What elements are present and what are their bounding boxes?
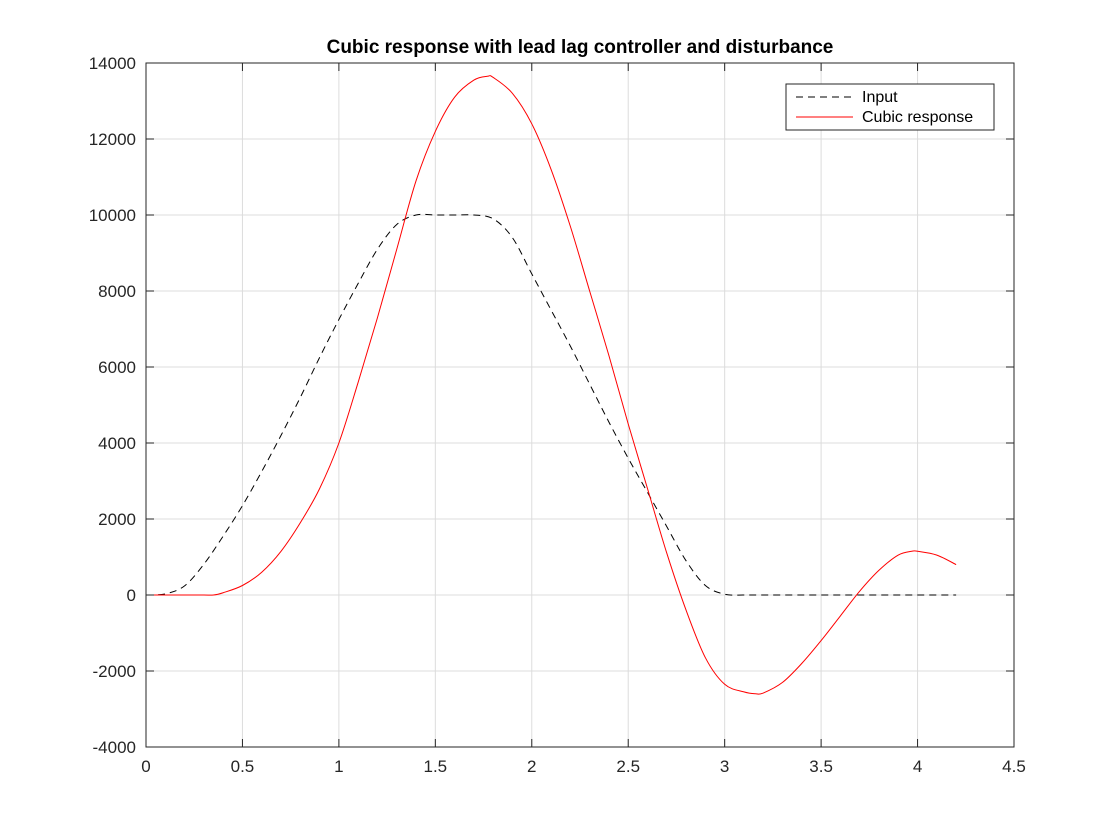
x-tick-label: 4 (913, 757, 922, 776)
plot-background (146, 63, 1014, 747)
y-tick-label: 4000 (98, 434, 136, 453)
chart-title: Cubic response with lead lag controller … (327, 37, 834, 58)
legend-label-cubic-response: Cubic response (862, 109, 973, 126)
x-tick-label: 4.5 (1002, 757, 1026, 776)
x-tick-label: 0 (141, 757, 150, 776)
x-tick-label: 0.5 (231, 757, 255, 776)
y-tick-label: -4000 (93, 738, 136, 757)
y-tick-label: 12000 (89, 130, 136, 149)
y-tick-label: 6000 (98, 358, 136, 377)
y-tick-label: 10000 (89, 206, 136, 225)
series-line-cubic-response (146, 75, 957, 695)
series-line-input (145, 213, 957, 596)
x-tick-label: 1.5 (424, 757, 448, 776)
series-layer (145, 75, 957, 695)
y-tick-label: 8000 (98, 282, 136, 301)
y-tick-label: 0 (127, 586, 136, 605)
legend-label-input: Input (862, 89, 898, 106)
x-tick-label: 1 (334, 757, 343, 776)
plot-frame (145, 62, 1015, 748)
ticks (145, 62, 1015, 748)
tick-labels: 0 0.5 1 1.5 2 2.5 3 3.5 4 4.5 -4000 -2000 0 2000 4000 6… (89, 54, 1026, 776)
x-tick-label: 3 (720, 757, 729, 776)
y-tick-label: 14000 (89, 54, 136, 73)
x-tick-label: 3.5 (809, 757, 833, 776)
x-tick-label: 2.5 (616, 757, 640, 776)
legend: Input Cubic response (785, 83, 995, 131)
x-tick-label: 2 (527, 757, 536, 776)
y-tick-label: 2000 (98, 510, 136, 529)
y-tick-label: -2000 (93, 662, 136, 681)
legend-box (785, 83, 995, 131)
